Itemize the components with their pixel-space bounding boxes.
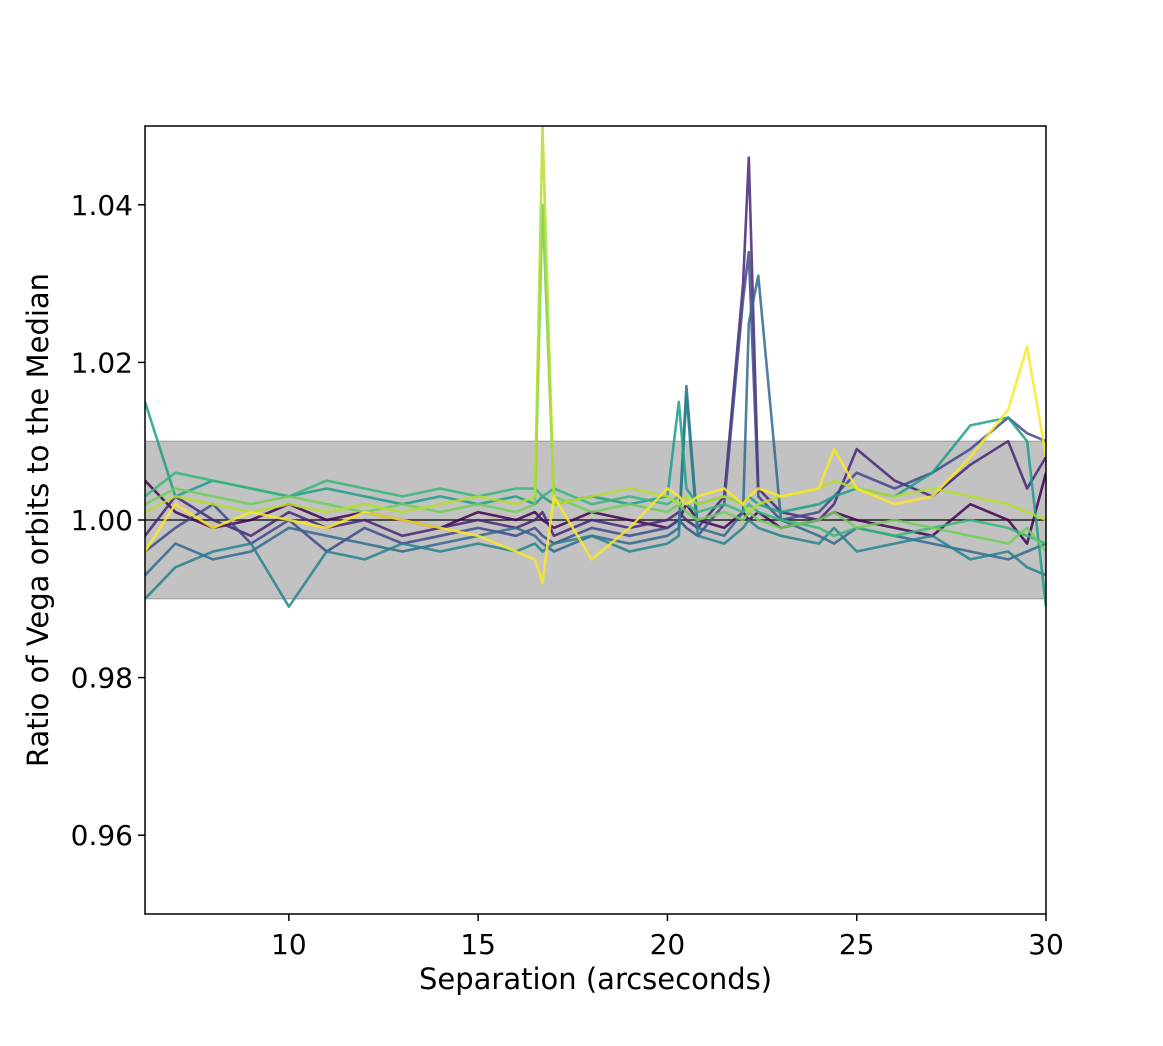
series-line-5: [145, 392, 1046, 609]
y-tick-label: 1.02: [71, 346, 133, 379]
x-axis-label: Separation (arcseconds): [419, 962, 772, 996]
series-line-9: [145, 126, 1046, 522]
series-line-2: [145, 156, 1046, 538]
y-tick-label: 1.04: [71, 189, 133, 222]
x-tick-label: 10: [271, 928, 307, 961]
x-tick-label: 15: [460, 928, 496, 961]
series-line-10: [145, 345, 1046, 585]
x-tick-label: 20: [650, 928, 686, 961]
y-tick-label: 0.96: [71, 819, 133, 852]
y-tick-label: 1.00: [71, 504, 133, 537]
y-axis-label: Ratio of Vega orbits to the Median: [21, 273, 55, 767]
y-tick-label: 0.98: [71, 662, 133, 695]
x-tick-label: 25: [839, 928, 875, 961]
x-tick-label: 30: [1028, 928, 1064, 961]
